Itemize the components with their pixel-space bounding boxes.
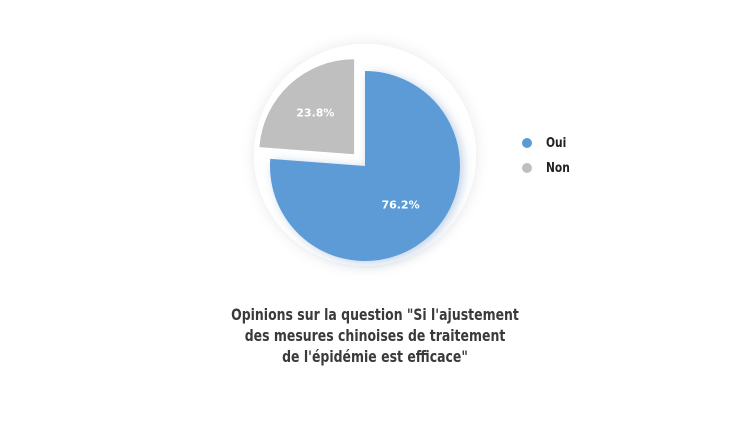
legend-marker-oui: [522, 138, 532, 148]
legend: Oui Non: [522, 133, 575, 183]
legend-label-non: Non: [546, 160, 570, 176]
legend-marker-non: [522, 163, 532, 173]
pie-label-non: 23.8%: [296, 106, 334, 119]
pie-slice-non: [259, 59, 355, 155]
caption-line-1: Opinions sur la question "Si l'ajustemen…: [231, 305, 519, 324]
legend-item-oui: Oui: [522, 133, 575, 153]
pie-slice-oui: [270, 71, 460, 262]
caption-line-2: des mesures chinoises de traitement: [244, 326, 506, 345]
pie-label-oui: 76.2%: [381, 198, 419, 211]
chart-caption: Opinions sur la question "Si l'ajustemen…: [175, 304, 575, 367]
legend-item-non: Non: [522, 158, 575, 178]
caption-line-3: de l'épidémie est efficace": [282, 347, 468, 366]
legend-label-oui: Oui: [546, 135, 567, 151]
